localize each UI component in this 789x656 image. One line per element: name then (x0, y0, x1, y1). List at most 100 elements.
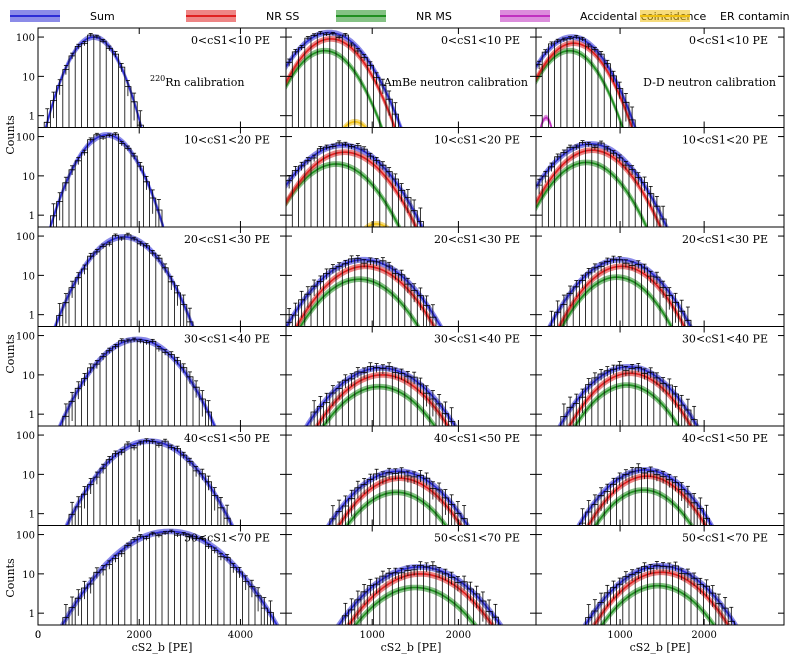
bin-label: 20<cS1<30 PE (682, 233, 768, 246)
er-line (365, 223, 388, 227)
nr-ss-band (591, 569, 731, 625)
sum-band (557, 364, 700, 426)
sum-band (325, 468, 471, 526)
calibration-label: D-D neutron calibration (643, 76, 776, 89)
panel-c0-r2: 1 10 100 20<cS1<30 PE (16, 226, 287, 327)
nr-ss-line (536, 149, 662, 227)
x-tick-label: 0 (35, 630, 41, 641)
data-histogram (43, 34, 144, 128)
sum-line (584, 564, 737, 625)
bin-label: 10<cS1<20 PE (682, 134, 768, 147)
sum-band (286, 142, 425, 227)
bin-label: 30<cS1<40 PE (184, 333, 270, 346)
nr-ms-band (320, 383, 438, 426)
x-axis-label: cS2_b [PE] (132, 641, 193, 654)
sum-band (53, 234, 195, 327)
panel-c0-r3: 1 10 100 30<cS1<40 PE (16, 326, 287, 427)
y-tick-label: 1 (29, 609, 35, 620)
nr-ms-band (592, 487, 695, 526)
sum-band (286, 256, 444, 327)
legend-label-4: ER contamination (720, 10, 789, 23)
panel-c2-r0: 0<cS1<10 PE D-D neutron calibration (535, 27, 785, 128)
data-histogram (68, 440, 231, 526)
nr-ms-line (600, 584, 715, 625)
calibration-label: AmBe neutron calibration (383, 76, 528, 89)
data-histogram (579, 467, 710, 526)
bin-label: 10<cS1<20 PE (434, 134, 520, 147)
nr-ss-line (286, 151, 417, 227)
sum-line (577, 469, 713, 526)
nr-ss-line (337, 477, 462, 526)
y-tick-label: 1 (29, 211, 35, 222)
y-tick-label: 1 (29, 112, 35, 123)
data-histogram (62, 339, 212, 426)
data-histogram (536, 36, 636, 128)
x-tick-label: 4000 (228, 630, 253, 641)
nr-ms-band (599, 582, 717, 625)
y-tick-label: 100 (16, 332, 35, 343)
sum-line (536, 36, 636, 128)
panel-c1-r5: 50<cS1<70 PE 1000 2000 cS2_b [PE] (285, 525, 537, 654)
bin-label: 30<cS1<40 PE (434, 333, 520, 346)
x-tick-label: 0 (35, 630, 41, 641)
panel-c2-r2: 20<cS1<30 PE (535, 226, 785, 327)
panel-c2-r1: 10<cS1<20 PE (535, 127, 785, 228)
data-histogram (286, 142, 424, 227)
nr-ss-band (567, 370, 694, 426)
sum-band (335, 564, 504, 625)
x-tick-label: 2000 (126, 630, 151, 641)
nr-ss-line (558, 265, 686, 327)
bin-label: 20<cS1<30 PE (434, 233, 520, 246)
bin-label: 20<cS1<30 PE (184, 233, 270, 246)
nr-ms-line (286, 163, 401, 227)
nr-ss-band (286, 36, 397, 128)
legend-label-1: NR SS (266, 10, 299, 23)
y-axis-label-bottom: Counts (4, 558, 17, 598)
nr-ms-line (354, 586, 476, 625)
calibration-label: 220Rn calibration (150, 74, 244, 89)
data-histogram (286, 32, 399, 128)
x-tick-label: 1000 (359, 630, 384, 641)
y-axis-label-mid: Counts (4, 334, 17, 374)
nr-ms-band (286, 161, 402, 227)
y-tick-label: 10 (22, 72, 35, 83)
y-tick-label: 1 (29, 510, 35, 521)
nr-ms-band (536, 159, 649, 227)
legend-label-2: NR MS (416, 10, 452, 23)
nr-ss-band (536, 147, 663, 227)
panel-c1-r3: 30<cS1<40 PE (285, 326, 537, 427)
bin-label: 40<cS1<50 PE (434, 432, 520, 445)
sum-band (57, 336, 217, 426)
bin-label: 0<cS1<10 PE (191, 34, 270, 47)
y-tick-label: 1 (29, 410, 35, 421)
panel-c0-r0: 1 10 100 0<cS1<10 PE 220Rn calibration (16, 27, 287, 128)
x-tick-label: 2000 (691, 630, 716, 641)
panel-c1-r4: 40<cS1<50 PE (285, 425, 537, 526)
sum-line (286, 144, 423, 227)
sum-band (536, 141, 669, 227)
bin-label: 50<cS1<70 PE (434, 532, 520, 545)
bin-label: 40<cS1<50 PE (184, 432, 270, 445)
panel-c1-r0: 0<cS1<10 PE AmBe neutron calibration (285, 27, 537, 128)
data-histogram (50, 133, 163, 227)
data-histogram (585, 564, 735, 625)
data-histogram (536, 142, 667, 227)
y-tick-label: 10 (22, 570, 35, 581)
panel-c1-r2: 20<cS1<30 PE (285, 226, 537, 327)
x-tick-label: 1000 (607, 630, 632, 641)
y-tick-label: 100 (16, 133, 35, 144)
bin-label: 30<cS1<40 PE (682, 333, 768, 346)
sum-line (58, 338, 216, 426)
data-histogram (286, 258, 437, 327)
y-tick-label: 100 (16, 531, 35, 542)
panel-c2-r3: 30<cS1<40 PE (535, 326, 785, 427)
nr-ms-band (352, 584, 479, 625)
accidental-band (540, 114, 553, 128)
bin-label: 0<cS1<10 PE (689, 34, 768, 47)
x-axis-label: cS2_b [PE] (381, 641, 442, 654)
nr-ms-line (594, 489, 693, 526)
bin-label: 50<cS1<70 PE (184, 532, 270, 545)
